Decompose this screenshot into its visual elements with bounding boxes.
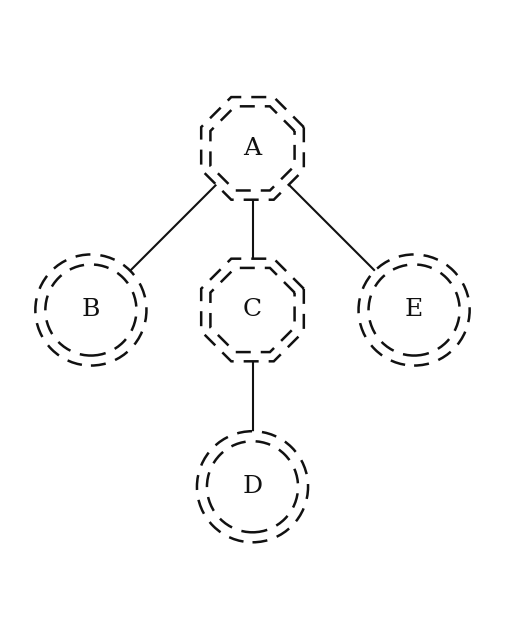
Text: D: D xyxy=(242,476,263,498)
Circle shape xyxy=(359,254,470,366)
Text: C: C xyxy=(243,298,262,322)
Text: B: B xyxy=(82,298,100,322)
Circle shape xyxy=(197,431,308,542)
Polygon shape xyxy=(201,97,304,200)
Circle shape xyxy=(35,254,146,366)
Text: E: E xyxy=(405,298,423,322)
Polygon shape xyxy=(201,259,304,361)
Text: A: A xyxy=(243,137,262,160)
